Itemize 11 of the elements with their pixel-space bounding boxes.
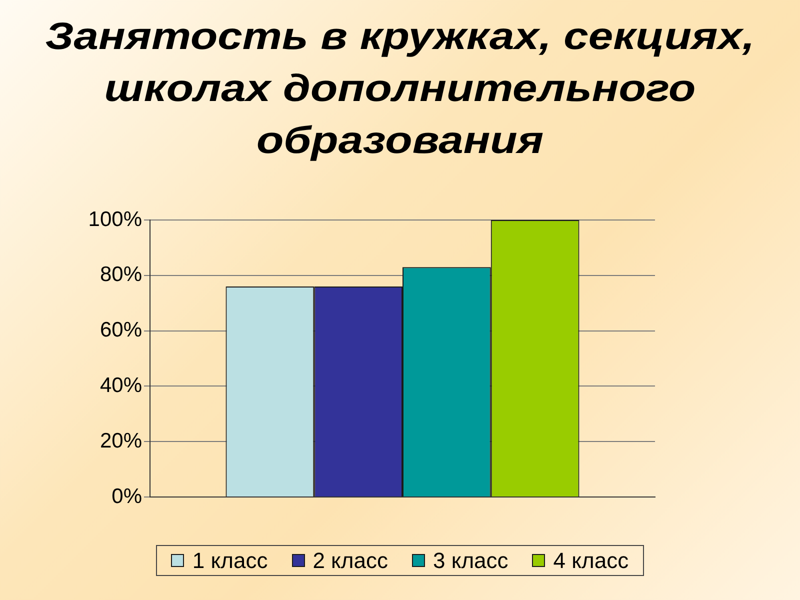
legend-label: 1 класс	[192, 548, 268, 573]
y-tick-label: 100%	[88, 208, 142, 231]
y-tick-label: 60%	[100, 318, 142, 342]
y-tick-label: 40%	[100, 374, 142, 397]
y-tick-label: 80%	[100, 263, 142, 286]
y-tick-label: 20%	[100, 429, 142, 452]
y-tick-label: 0%	[112, 484, 142, 508]
text: 4 класс	[553, 548, 629, 573]
legend-label: 3 класс	[433, 548, 508, 573]
legend-label: 2 класс	[312, 548, 388, 573]
chart-title: Занятость в кружках, секциях, школах дополнительного образования	[44, 15, 756, 164]
